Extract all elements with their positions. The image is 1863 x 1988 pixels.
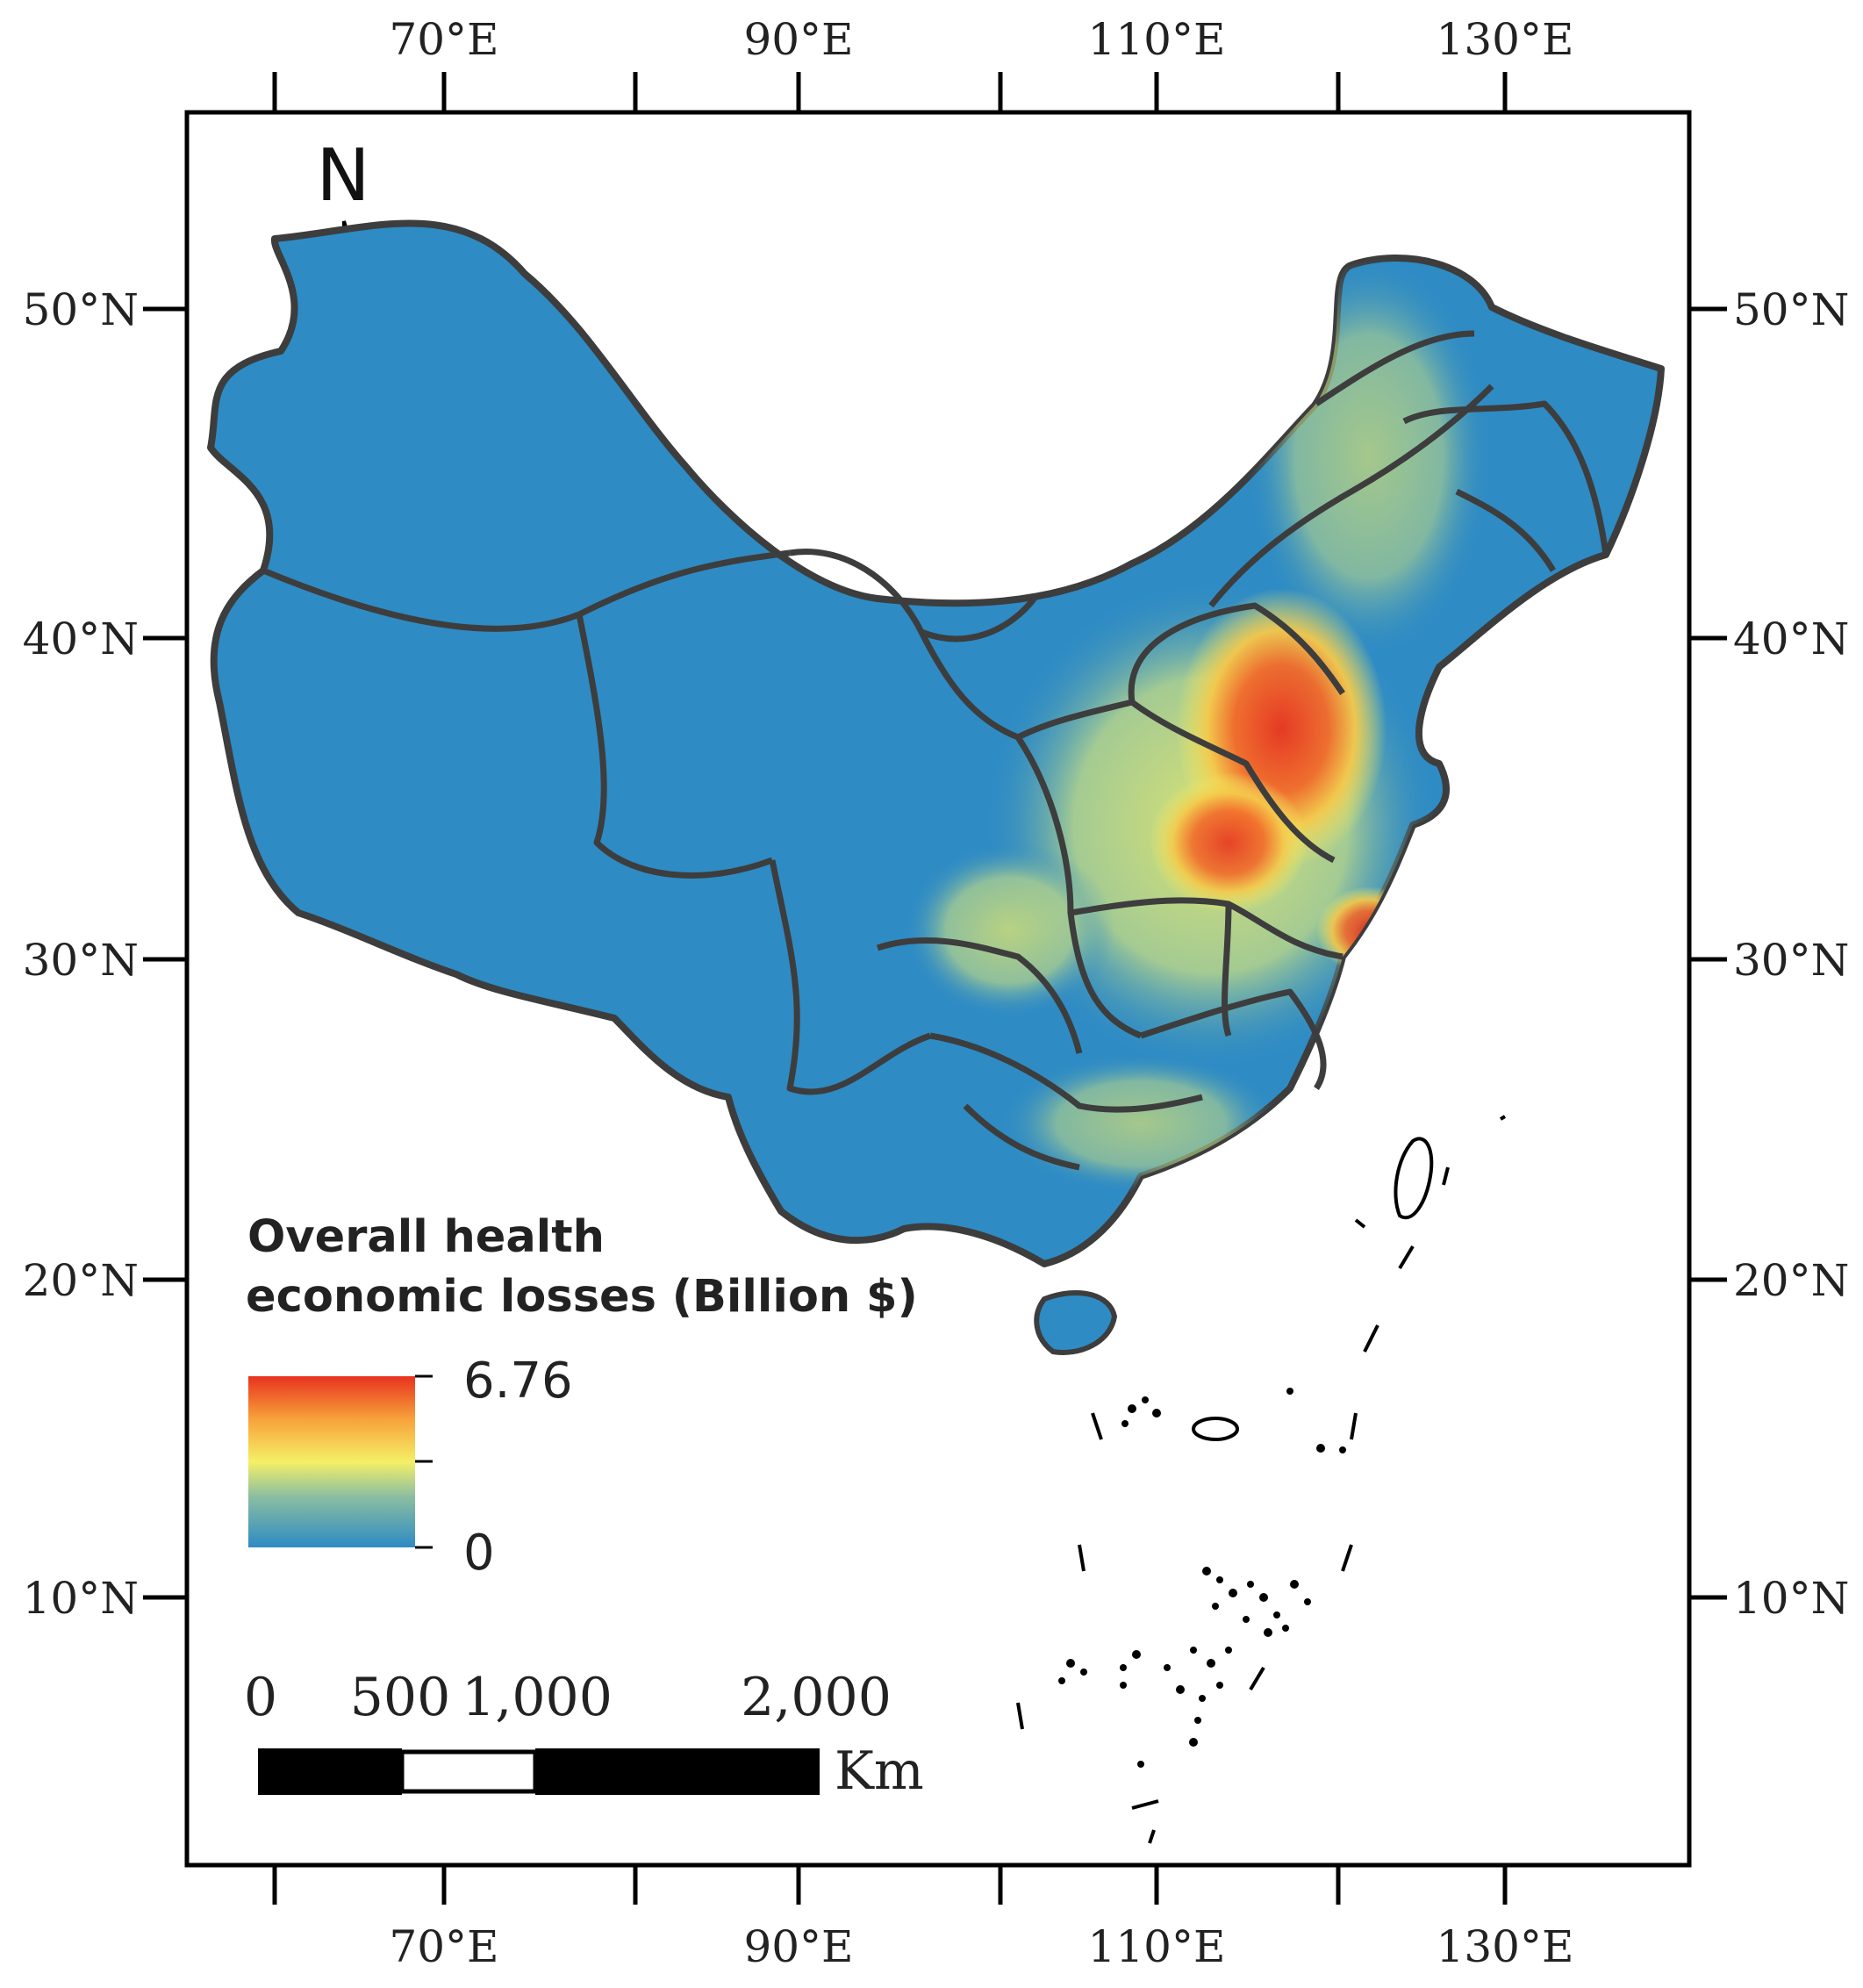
scale-label-0: 0 — [244, 1667, 277, 1728]
legend-min-label: 0 — [463, 1525, 495, 1582]
scale-label-1000: 1,000 — [462, 1667, 613, 1728]
sea-islands — [1016, 1115, 1507, 1844]
lon-label-130-bottom: 130°E — [1437, 1921, 1574, 1972]
scale-segment-2 — [399, 1749, 538, 1794]
legend-title-line2: economic losses (Billion $) — [246, 1271, 918, 1323]
lat-label-30-right: 30°N — [1733, 935, 1849, 986]
scale-label-500: 500 — [350, 1667, 451, 1728]
scale-segment-1 — [258, 1748, 402, 1795]
legend: Overall health economic losses (Billion … — [246, 1211, 918, 1582]
hainan-island — [1034, 1290, 1118, 1355]
lat-label-40-right: 40°N — [1733, 614, 1849, 664]
north-label: N — [316, 134, 369, 218]
lon-label-90-top: 90°E — [743, 14, 853, 65]
lat-label-30-left: 30°N — [23, 935, 139, 986]
lon-label-110-bottom: 110°E — [1088, 1921, 1226, 1972]
taiwan-outline — [1394, 1137, 1434, 1220]
scale-bar: 0 500 1,000 2,000 Km — [244, 1667, 924, 1802]
lat-label-50-left: 50°N — [23, 284, 139, 335]
scale-label-2000: 2,000 — [741, 1667, 892, 1728]
legend-color-ramp — [248, 1376, 415, 1547]
lon-label-130-top: 130°E — [1437, 14, 1574, 65]
lat-ticks — [143, 306, 1727, 1600]
lon-ticks — [272, 72, 1508, 1905]
lon-label-90-bottom: 90°E — [743, 1921, 853, 1972]
lat-label-50-right: 50°N — [1733, 284, 1849, 335]
lat-label-20-right: 20°N — [1733, 1255, 1849, 1306]
china-map — [207, 219, 1665, 1355]
lon-label-70-top: 70°E — [389, 14, 498, 65]
lon-label-110-top: 110°E — [1088, 14, 1226, 65]
province-boundaries — [262, 330, 1609, 1171]
reef-outline — [1192, 1417, 1239, 1441]
lat-label-20-left: 20°N — [23, 1255, 139, 1306]
lat-label-10-right: 10°N — [1733, 1573, 1849, 1624]
legend-title-line1: Overall health — [247, 1211, 605, 1263]
lon-label-70-bottom: 70°E — [389, 1921, 498, 1972]
scale-unit-label: Km — [835, 1740, 924, 1802]
scale-segment-3 — [535, 1748, 820, 1795]
lat-label-10-left: 10°N — [23, 1573, 139, 1624]
lat-label-40-left: 40°N — [23, 614, 139, 664]
legend-max-label: 6.76 — [463, 1353, 573, 1410]
